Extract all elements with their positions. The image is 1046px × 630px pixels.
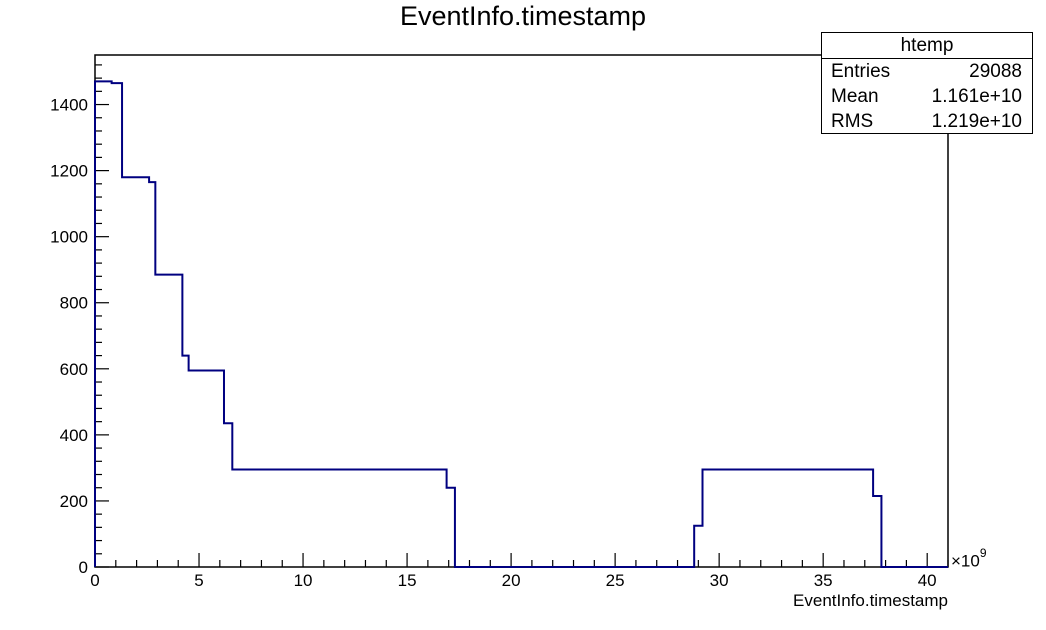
stats-entries-value: 29088: [969, 61, 1022, 82]
stats-row-rms: RMS 1.219e+10: [822, 109, 1032, 134]
stats-entries-label: Entries: [831, 61, 891, 82]
x-tick-label: 20: [502, 571, 521, 590]
x-axis-multiplier: ×109: [951, 546, 987, 572]
x-axis: 0 5 10 15 20 25 30 35 40: [90, 553, 949, 590]
x-tick-label: 10: [294, 571, 313, 590]
y-axis: 0 200 400 600 800 1000 1200 1400: [50, 64, 109, 577]
chart-title: EventInfo.timestamp: [399, 1, 647, 31]
histogram-line: [94, 80, 948, 568]
stats-title: htemp: [822, 33, 1032, 59]
x-tick-label: 30: [710, 571, 729, 590]
y-tick-label: 600: [60, 360, 88, 379]
y-tick-label: 200: [60, 492, 88, 511]
y-tick-label: 400: [60, 426, 88, 445]
x-axis-label: EventInfo.timestamp: [793, 591, 948, 610]
y-tick-label: 1200: [50, 162, 88, 181]
y-tick-label: 1000: [50, 228, 88, 247]
stats-box: htemp Entries 29088 Mean 1.161e+10 RMS 1…: [821, 32, 1033, 134]
stats-mean-value: 1.161e+10: [931, 86, 1022, 107]
stats-rms-label: RMS: [831, 111, 874, 132]
x-multiplier-base: ×10: [951, 551, 980, 571]
x-tick-label: 40: [918, 571, 937, 590]
stats-row-mean: Mean 1.161e+10: [822, 84, 1032, 109]
stats-rms-value: 1.219e+10: [931, 111, 1022, 132]
x-tick-label: 25: [606, 571, 625, 590]
x-tick-label: 35: [814, 571, 833, 590]
y-tick-label: 1400: [50, 96, 88, 115]
stats-mean-label: Mean: [831, 86, 879, 107]
x-tick-label: 15: [398, 571, 417, 590]
stats-row-entries: Entries 29088: [822, 59, 1032, 84]
x-tick-label: 0: [90, 571, 99, 590]
y-tick-label: 0: [79, 558, 88, 577]
x-multiplier-exponent: 9: [979, 546, 987, 560]
x-tick-label: 5: [194, 571, 203, 590]
y-tick-label: 800: [60, 294, 88, 313]
